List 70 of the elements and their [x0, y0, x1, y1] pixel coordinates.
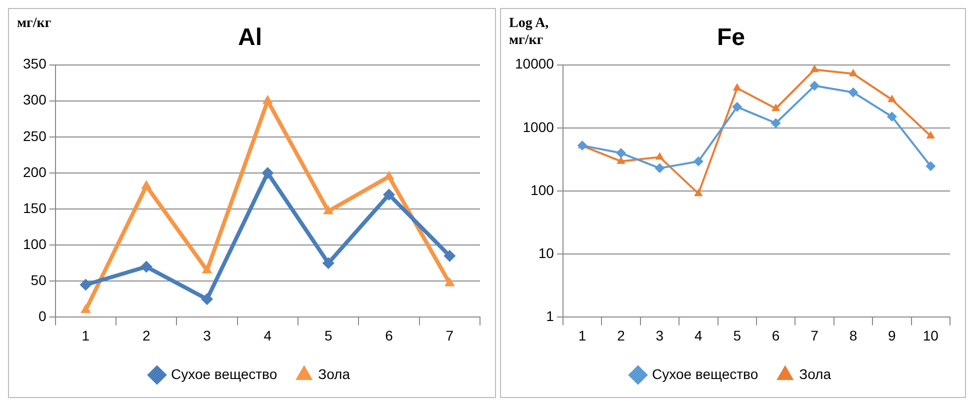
point: [616, 148, 626, 158]
x-tick-label: 1: [578, 327, 586, 344]
point: [141, 180, 152, 189]
legend-label: Зола: [799, 366, 832, 382]
point: [810, 80, 820, 91]
y-tick-label: 10000: [514, 56, 554, 72]
point: [694, 188, 703, 196]
x-tick-label: 7: [810, 327, 819, 344]
point: [323, 205, 334, 214]
point: [848, 68, 858, 76]
x-tick-label: 6: [385, 327, 394, 344]
point: [654, 163, 665, 174]
point: [322, 257, 334, 270]
point: [926, 161, 936, 172]
y-tick-label: 100: [23, 236, 47, 252]
y-tick-label: 1000: [522, 118, 554, 135]
point: [383, 188, 396, 201]
point: [848, 87, 858, 98]
y-tick-label: 250: [23, 128, 47, 144]
point: [262, 94, 273, 104]
y-tick-label: 1: [546, 308, 554, 324]
point: [732, 102, 742, 112]
x-tick-label: 10: [922, 327, 939, 344]
x-tick-label: 9: [888, 327, 896, 344]
chart-title: Al: [238, 24, 262, 52]
point: [444, 277, 455, 286]
x-tick-label: 3: [203, 327, 212, 344]
x-tick-label: 2: [617, 327, 626, 344]
point: [655, 152, 664, 160]
point: [577, 140, 588, 151]
point: [202, 264, 212, 274]
x-tick-label: 8: [849, 327, 858, 344]
point: [770, 118, 781, 128]
y-tick-label: 150: [23, 200, 47, 216]
x-tick-label: 4: [264, 327, 272, 344]
legend-label: Сухое вещество: [652, 366, 758, 382]
x-tick-label: 6: [772, 327, 780, 344]
point: [886, 112, 897, 122]
point: [693, 156, 704, 166]
y-tick-label: 0: [38, 308, 47, 324]
y-tick-label: 100: [530, 182, 554, 198]
point: [616, 156, 626, 164]
point: [810, 64, 819, 72]
point: [888, 94, 896, 102]
y-tick-label: 350: [23, 56, 47, 72]
point: [771, 103, 780, 111]
point: [262, 166, 274, 179]
y-axis-title: мг/кг: [17, 15, 52, 32]
y-tick-label: 200: [23, 164, 47, 180]
point: [444, 250, 456, 262]
point: [201, 293, 214, 306]
x-tick-label: 3: [656, 327, 664, 344]
point: [732, 83, 742, 91]
chart-title: Fe: [716, 24, 746, 52]
y-tick-label: 50: [30, 272, 47, 288]
y-tick-label: 300: [23, 92, 47, 108]
x-tick-label: 4: [694, 327, 703, 344]
point: [80, 304, 91, 313]
x-tick-label: 2: [142, 327, 150, 344]
y-axis-title: Log A, мг/кг: [509, 15, 550, 49]
x-tick-label: 7: [446, 327, 454, 344]
x-tick-label: 1: [82, 327, 90, 344]
y-tick-label: 10: [538, 244, 554, 261]
x-tick-label: 5: [733, 327, 742, 344]
x-tick-label: 5: [324, 327, 332, 344]
point: [140, 260, 152, 273]
legend-label: Сухое вещество: [171, 366, 278, 382]
point: [926, 130, 935, 138]
point: [80, 278, 92, 291]
legend-label: Зола: [318, 366, 350, 382]
